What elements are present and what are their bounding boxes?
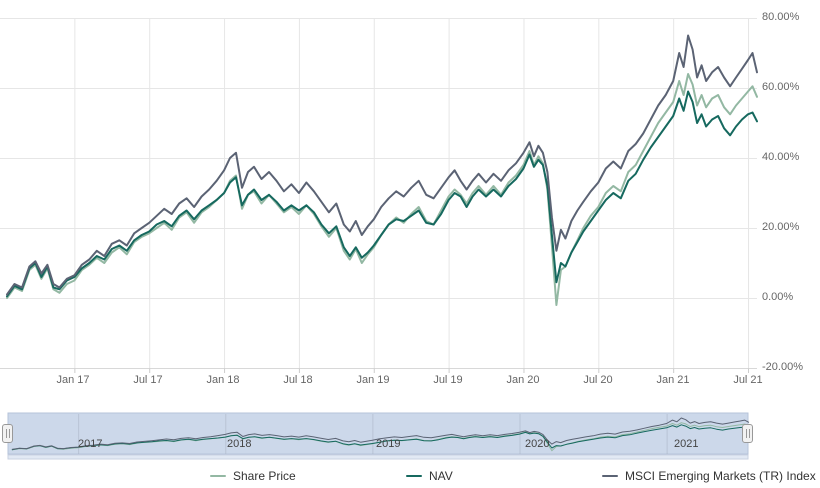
x-axis-label: Jul 19 (433, 374, 463, 386)
chart-plot-area[interactable] (0, 0, 820, 400)
navigator-year-label: 2020 (525, 438, 550, 450)
navigator-year-label: 2019 (376, 438, 401, 450)
x-axis-label: Jul 17 (133, 374, 163, 386)
legend-item-nav[interactable]: NAV (406, 469, 602, 483)
x-axis-label: Jul 20 (583, 374, 613, 386)
navigator-year-label: 2018 (227, 438, 252, 450)
navigator-handle-right-icon[interactable] (742, 424, 753, 443)
series-lines (6, 34, 758, 306)
share-price-line-icon (210, 475, 226, 477)
x-axis-label: Jul 18 (283, 374, 313, 386)
x-axis-label: Jan 19 (356, 374, 390, 386)
y-axis-label: 20.00% (762, 221, 800, 233)
x-axis-label: Jan 17 (56, 374, 90, 386)
y-axis-label: 40.00% (762, 151, 800, 163)
y-axis-label: 60.00% (762, 81, 800, 93)
navigator-handle-left-icon[interactable] (2, 424, 13, 443)
x-axis-ticks (74, 368, 750, 373)
legend-label: NAV (429, 469, 453, 483)
msci-line-icon (602, 475, 618, 477)
navigator-scrollbar[interactable] (7, 454, 749, 460)
legend-label: Share Price (233, 469, 296, 483)
navigator-year-label: 2017 (78, 438, 103, 450)
x-axis-label: Jan 21 (656, 374, 690, 386)
x-axis-label: Jul 21 (733, 374, 763, 386)
x-axis-label: Jan 20 (506, 374, 540, 386)
navigator-series-lines (11, 417, 750, 452)
legend: Share Price NAV MSCI Emerging Markets (T… (210, 467, 816, 485)
grid-lines (0, 18, 757, 369)
navigator-year-label: 2021 (674, 438, 699, 450)
x-axis-label: Jan 18 (206, 374, 240, 386)
y-axis-label: 0.00% (762, 291, 794, 303)
legend-item-share-price[interactable]: Share Price (210, 469, 406, 483)
y-axis-label: -20.00% (762, 361, 803, 373)
y-axis-label: 80.00% (762, 11, 800, 23)
legend-label: MSCI Emerging Markets (TR) Index (625, 469, 816, 483)
nav-line-icon (406, 475, 422, 477)
legend-item-msci[interactable]: MSCI Emerging Markets (TR) Index (602, 469, 816, 483)
